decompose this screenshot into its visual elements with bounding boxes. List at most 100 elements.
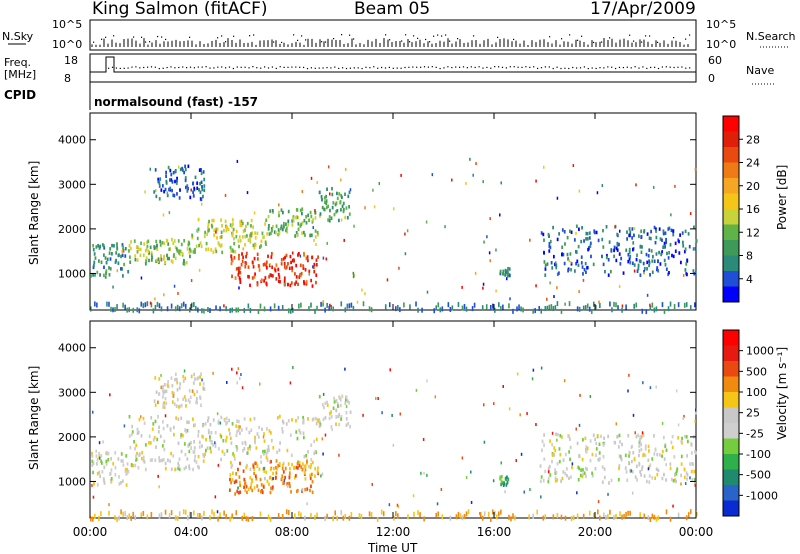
range-cell — [108, 251, 111, 255]
ground-scatter-cell — [223, 510, 225, 516]
ground-scatter-cell — [182, 509, 185, 515]
range-cell — [269, 273, 272, 277]
range-cell — [299, 208, 302, 213]
ground-scatter-cell — [552, 306, 555, 312]
search-noise-dot — [157, 35, 159, 38]
range-cell — [268, 482, 270, 486]
sparse-cell — [547, 470, 550, 474]
velocity-ylabel: Slant Range [km] — [27, 366, 41, 470]
range-cell — [200, 171, 203, 176]
nave-dot — [603, 67, 605, 69]
range-cell — [119, 481, 122, 485]
ground-scatter-cell — [110, 306, 112, 312]
range-cell — [638, 449, 641, 453]
range-cell — [270, 273, 273, 278]
range-cell — [547, 232, 550, 237]
range-cell — [175, 416, 178, 420]
range-cell — [695, 239, 698, 243]
range-cell — [601, 465, 604, 469]
nave-dot — [654, 66, 656, 68]
nave-dot — [591, 67, 593, 69]
nave-dot — [287, 66, 289, 68]
nave-dot — [595, 67, 597, 70]
range-cell — [303, 454, 306, 459]
nave-dot — [537, 67, 539, 70]
ground-scatter-cell — [235, 510, 238, 516]
range-cell — [318, 424, 321, 429]
range-cell — [309, 473, 312, 478]
range-cell — [694, 450, 696, 454]
range-cell — [254, 435, 256, 440]
nave-dot — [318, 67, 320, 69]
range-cell — [295, 465, 298, 470]
sparse-cell — [489, 259, 492, 263]
sparse-cell — [329, 192, 331, 196]
range-cell — [145, 247, 148, 251]
range-cell — [239, 431, 241, 435]
sparse-cell — [578, 290, 580, 294]
range-cell — [271, 274, 274, 278]
range-cell — [199, 190, 202, 194]
range-cell — [628, 454, 630, 458]
sparse-cell — [320, 474, 322, 478]
ground-scatter-cell — [219, 512, 221, 518]
range-cell — [245, 254, 247, 259]
sparse-cell — [641, 431, 644, 435]
sparse-cell — [682, 273, 685, 277]
range-cell — [192, 250, 195, 254]
range-cell — [193, 372, 196, 377]
range-cell — [125, 483, 128, 487]
range-cell — [125, 454, 128, 458]
nave-dot — [174, 67, 176, 69]
range-cell — [103, 265, 105, 270]
range-cell — [169, 459, 171, 464]
range-cell — [194, 250, 196, 254]
range-cell — [239, 270, 242, 275]
range-cell — [558, 232, 561, 236]
range-cell — [309, 476, 312, 481]
ground-scatter-cell — [340, 510, 343, 516]
range-cell — [182, 379, 185, 383]
range-cell — [248, 430, 251, 435]
range-cell — [629, 254, 632, 259]
range-cell — [626, 237, 629, 241]
ground-scatter-cell — [433, 308, 435, 314]
range-cell — [294, 474, 297, 478]
range-cell — [245, 251, 248, 256]
range-cell — [225, 435, 228, 440]
range-cell — [598, 442, 601, 447]
range-cell — [265, 455, 268, 460]
range-cell — [329, 208, 331, 213]
nave-dot — [404, 66, 406, 69]
range-cell — [194, 377, 196, 381]
range-cell — [219, 244, 222, 248]
range-cell — [661, 454, 663, 458]
range-cell — [578, 227, 580, 232]
range-cell — [146, 240, 148, 245]
sparse-cell — [404, 232, 406, 236]
range-cell — [225, 422, 227, 426]
range-cell — [271, 265, 274, 270]
range-cell — [250, 224, 252, 228]
sparse-cell — [461, 285, 463, 289]
sparse-cell — [569, 261, 572, 265]
noise-trace — [91, 34, 691, 47]
range-cell — [285, 422, 288, 426]
range-cell — [229, 245, 232, 250]
range-cell — [308, 269, 311, 274]
range-cell — [663, 244, 666, 249]
range-cell — [672, 254, 675, 259]
range-cell — [171, 384, 174, 388]
range-cell — [311, 479, 314, 484]
range-cell — [275, 471, 278, 475]
sparse-cell — [412, 494, 415, 498]
range-cell — [270, 251, 273, 256]
range-cell — [256, 464, 259, 468]
range-cell — [158, 456, 161, 460]
range-cell — [663, 472, 665, 477]
sparse-cell — [523, 490, 526, 494]
sparse-cell — [163, 293, 165, 297]
sparse-cell — [396, 503, 399, 507]
range-cell — [302, 415, 305, 420]
